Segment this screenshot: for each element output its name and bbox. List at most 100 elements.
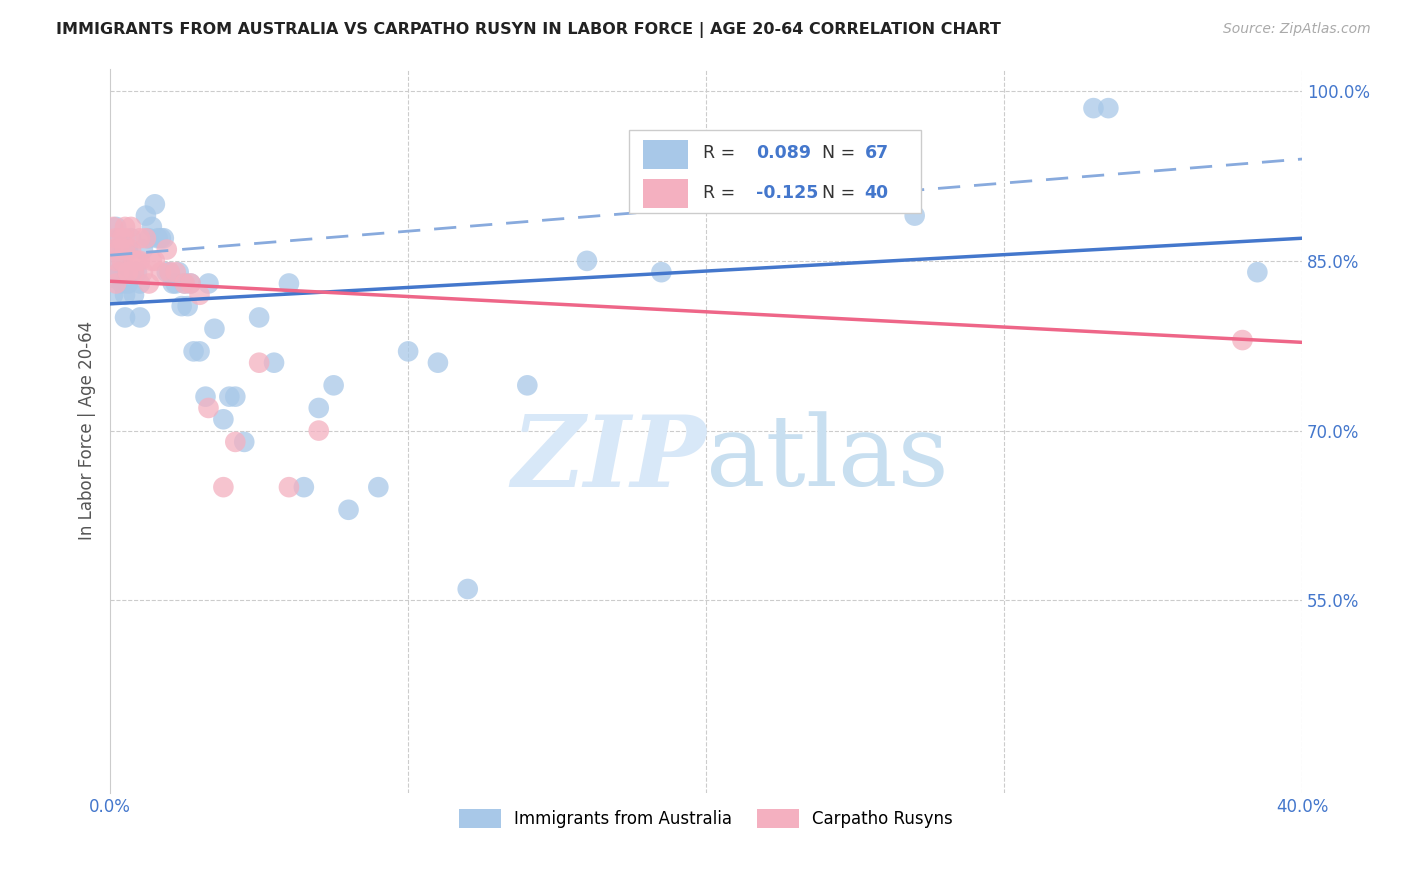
Point: [167, 265, 190, 279]
Text: IMMIGRANTS FROM AUSTRALIA VS CARPATHO RUSYN IN LABOR FORCE | AGE 20-64 CORRELATI: IMMIGRANTS FROM AUSTRALIA VS CARPATHO RU…: [56, 22, 1001, 38]
Point: [197, 277, 219, 291]
Point: [111, 277, 134, 291]
Point: [769, 175, 792, 189]
Point: [170, 299, 193, 313]
Text: 67: 67: [865, 145, 889, 162]
Point: [129, 310, 152, 325]
Point: [188, 288, 211, 302]
Text: ZIP: ZIP: [512, 411, 706, 508]
Text: N =: N =: [811, 145, 860, 162]
Point: [292, 480, 315, 494]
Point: [120, 219, 142, 234]
Point: [188, 344, 211, 359]
Point: [152, 231, 174, 245]
Point: [233, 434, 256, 449]
Point: [396, 344, 419, 359]
Point: [194, 390, 217, 404]
Point: [308, 401, 330, 415]
Point: [212, 480, 235, 494]
Point: [337, 503, 360, 517]
Text: 40: 40: [865, 184, 889, 202]
Point: [132, 265, 155, 279]
Point: [105, 231, 128, 245]
Point: [247, 356, 270, 370]
Point: [367, 480, 389, 494]
Point: [122, 288, 145, 302]
Point: [1246, 265, 1268, 279]
Point: [101, 288, 124, 302]
Point: [129, 277, 152, 291]
FancyBboxPatch shape: [643, 140, 688, 169]
Point: [180, 277, 202, 291]
Point: [146, 231, 169, 245]
Point: [105, 219, 128, 234]
Point: [114, 310, 136, 325]
Point: [117, 265, 139, 279]
Point: [135, 209, 157, 223]
Point: [114, 243, 136, 257]
Y-axis label: In Labor Force | Age 20-64: In Labor Force | Age 20-64: [79, 321, 96, 541]
Point: [173, 277, 195, 291]
Point: [129, 253, 152, 268]
Point: [105, 253, 128, 268]
Text: Source: ZipAtlas.com: Source: ZipAtlas.com: [1223, 22, 1371, 37]
Text: atlas: atlas: [706, 411, 949, 508]
Point: [204, 322, 226, 336]
Point: [224, 390, 246, 404]
Point: [156, 265, 179, 279]
Point: [117, 277, 139, 291]
Point: [457, 582, 479, 596]
Point: [122, 265, 145, 279]
Point: [183, 344, 205, 359]
Point: [138, 231, 160, 245]
Point: [212, 412, 235, 426]
Point: [129, 231, 152, 245]
Point: [141, 253, 163, 268]
Text: R =: R =: [703, 184, 741, 202]
Point: [159, 265, 181, 279]
Point: [1232, 333, 1254, 347]
Point: [156, 243, 179, 257]
Point: [180, 277, 202, 291]
Point: [904, 209, 927, 223]
Point: [1083, 101, 1105, 115]
Point: [135, 231, 157, 245]
Point: [114, 265, 136, 279]
Text: 0.089: 0.089: [756, 145, 811, 162]
Point: [197, 401, 219, 415]
Point: [120, 243, 142, 257]
Point: [224, 434, 246, 449]
Point: [650, 265, 672, 279]
Point: [125, 253, 148, 268]
Point: [138, 277, 160, 291]
Point: [218, 390, 240, 404]
Point: [322, 378, 344, 392]
Point: [247, 310, 270, 325]
Point: [101, 243, 124, 257]
Point: [516, 378, 538, 392]
Point: [101, 219, 124, 234]
Point: [1097, 101, 1119, 115]
Point: [105, 277, 128, 291]
Point: [111, 253, 134, 268]
Point: [111, 231, 134, 245]
Point: [143, 253, 166, 268]
Point: [263, 356, 285, 370]
Point: [108, 243, 131, 257]
Text: -0.125: -0.125: [756, 184, 818, 202]
Point: [105, 243, 128, 257]
Point: [165, 277, 187, 291]
Point: [141, 219, 163, 234]
Point: [165, 265, 187, 279]
Point: [117, 265, 139, 279]
Point: [108, 253, 131, 268]
Point: [308, 424, 330, 438]
Point: [108, 265, 131, 279]
Point: [114, 219, 136, 234]
FancyBboxPatch shape: [628, 130, 921, 213]
Legend: Immigrants from Australia, Carpatho Rusyns: Immigrants from Australia, Carpatho Rusy…: [453, 803, 960, 835]
Point: [122, 253, 145, 268]
Text: N =: N =: [811, 184, 860, 202]
Point: [108, 231, 131, 245]
Point: [120, 231, 142, 245]
